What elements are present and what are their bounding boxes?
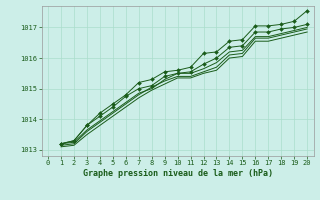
X-axis label: Graphe pression niveau de la mer (hPa): Graphe pression niveau de la mer (hPa) <box>83 169 273 178</box>
